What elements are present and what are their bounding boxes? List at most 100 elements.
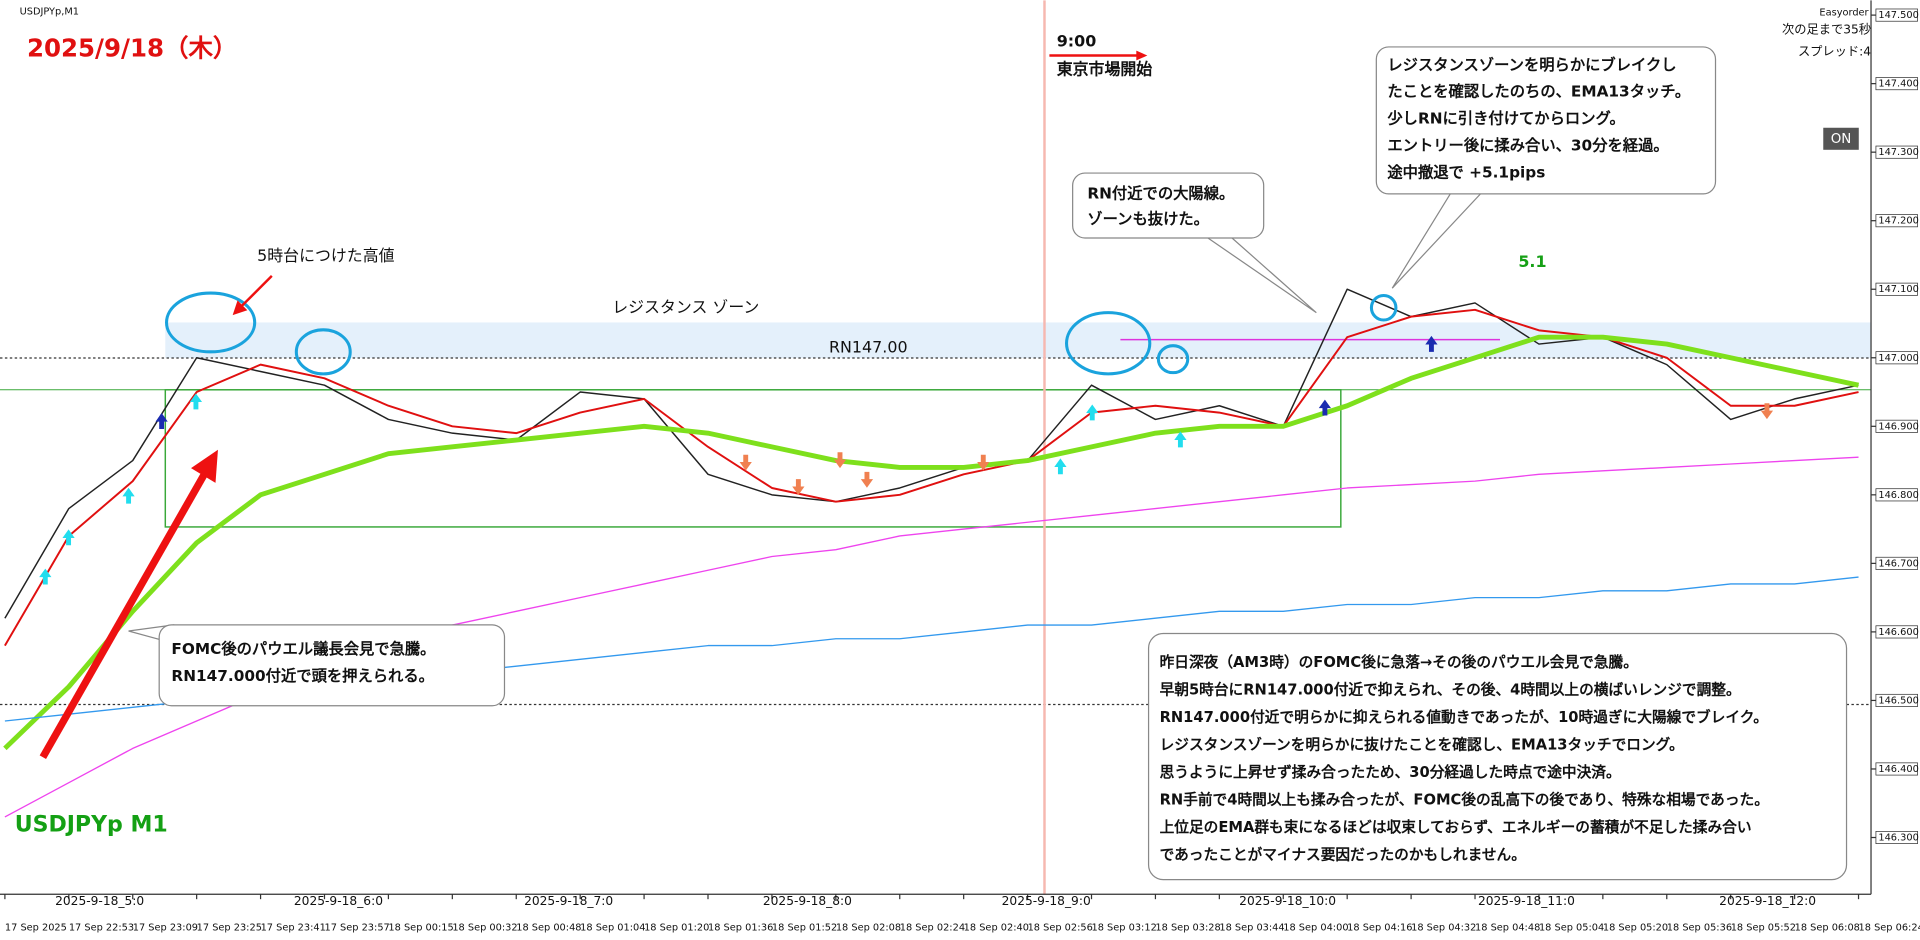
x-tick-label: 18 Sep 01:20 (644, 922, 709, 933)
trend-arrow (39, 470, 209, 759)
callout-line: レジスタンスゾーンを明らかに抜けたことを確認し、EMA13タッチでロング。 (1160, 736, 1684, 754)
resistance-zone (165, 322, 1872, 358)
x-tick-label: 18 Sep 06:24 (1859, 922, 1920, 933)
line-series (3, 334, 1860, 751)
callout-line: エントリー後に揉み合い、30分を経過。 (1387, 137, 1668, 155)
y-tick-label: 147.200 (1878, 216, 1918, 227)
y-tick-label: 147.100 (1878, 284, 1918, 295)
callout-line: RN147.000付近で頭を押えられる。 (171, 667, 434, 685)
callout-line: 昨日深夜（AM3時）のFOMC後に急落→その後のパウエル会見で急騰。 (1160, 653, 1638, 671)
x-tick-label: 18 Sep 02:08 (836, 922, 901, 933)
x-tick-label: 18 Sep 00:15 (388, 922, 453, 933)
up-arrow (39, 568, 52, 585)
up-arrow (1086, 404, 1099, 421)
circle (165, 291, 257, 354)
x-tick-label: 18 Sep 05:52 (1731, 922, 1796, 933)
down-arrow (1760, 403, 1774, 420)
y-tick-box (1875, 77, 1918, 91)
symbol-big: USDJPYp M1 (15, 813, 168, 838)
time-label: 2025-9-18_8:0 (763, 894, 852, 908)
x-tick-label: 18 Sep 05:20 (1603, 922, 1668, 933)
callout-line: 上位足のEMA群も束になるほどは収束しておらず、エネルギーの蓄積が不足した揉み合… (1160, 818, 1752, 836)
x-tick-label: 18 Sep 04:00 (1283, 922, 1348, 933)
down-arrow (977, 454, 990, 471)
up-arrow (62, 529, 75, 546)
callout-line: であったことがマイナス要因だったのかもしれません。 (1160, 846, 1526, 864)
time-label: 2025-9-18_10:0 (1239, 894, 1336, 908)
callout-line: RN手前で4時間以上も揉み合ったが、FOMC後の乱高下の後であり、特殊な相場であ… (1160, 791, 1769, 809)
x-tick-label: 17 Sep 22:53 (69, 922, 134, 933)
on-label[interactable]: ON (1831, 132, 1852, 147)
x-tick-label: 17 Sep 2025 (5, 922, 67, 933)
line-series (4, 308, 1859, 647)
easyorder: Easyorder (1819, 8, 1869, 19)
y-tick-box (1875, 556, 1918, 570)
callout-line: 思うように上昇せず揉み合ったため、30分経過した時点で途中決済。 (1160, 763, 1621, 781)
x-tick-label: 17 Sep 23:25 (197, 922, 262, 933)
line-series (4, 288, 1859, 619)
y-tick-box (1875, 831, 1918, 844)
x-tick-label: 18 Sep 02:24 (900, 922, 965, 933)
y-tick-label: 146.300 (1878, 833, 1918, 844)
high-pointer-head (232, 300, 248, 316)
y-tick-label: 147.500 (1878, 10, 1918, 21)
callout-line: 少しRNに引き付けてからロング。 (1387, 110, 1625, 128)
y-tick-box (1875, 351, 1918, 365)
summary-box (1147, 632, 1848, 881)
tokyo-label: 東京市場開始 (1057, 60, 1153, 79)
x-tick-label: 18 Sep 04:48 (1475, 922, 1540, 933)
circle (294, 328, 352, 376)
y-tick-box (1875, 8, 1918, 22)
down-arrow (860, 471, 874, 488)
up-arrow (122, 487, 135, 504)
callout-line: たことを確認したのちの、EMA13タッチ。 (1387, 83, 1690, 101)
x-tick-label: 18 Sep 02:56 (1028, 922, 1093, 933)
time-arrow-head (1136, 50, 1148, 61)
pips-label: 5.1 (1518, 252, 1546, 271)
callout-line: ゾーンも抜けた。 (1087, 210, 1209, 228)
next-bar: 次の足まで35秒 (1782, 22, 1871, 36)
down-arrow (739, 454, 752, 471)
callout-fomc (158, 624, 506, 707)
date-label: 2025/9/18（木） (27, 33, 237, 62)
high-pointer (240, 275, 273, 308)
x-tick-label: 18 Sep 05:04 (1539, 922, 1604, 933)
y-tick-label: 147.400 (1878, 79, 1918, 90)
y-tick-box (1875, 625, 1918, 639)
time-label: 2025-9-18_6:0 (294, 894, 383, 908)
callout-line: RN付近での大陽線。 (1087, 184, 1234, 202)
y-tick-label: 146.500 (1878, 695, 1918, 706)
y-tick-box (1875, 488, 1918, 502)
y-tick-label: 147.000 (1878, 353, 1918, 364)
x-tick-label: 18 Sep 03:44 (1219, 922, 1284, 933)
y-tick-label: 147.300 (1878, 147, 1918, 158)
down-arrow (792, 479, 805, 496)
y-tick-box (1875, 214, 1918, 228)
down-arrow (833, 452, 847, 469)
circle (1065, 311, 1152, 376)
x-tick-label: 17 Sep 23:57 (324, 922, 389, 933)
up-arrow (155, 413, 168, 429)
x-tick-label: 18 Sep 01:04 (580, 922, 645, 933)
up-arrow (1174, 431, 1187, 448)
x-tick-label: 18 Sep 04:32 (1411, 922, 1476, 933)
signal-arrows (39, 335, 1774, 585)
x-tick-label: 18 Sep 03:28 (1155, 922, 1220, 933)
callout-rn (1072, 172, 1265, 239)
spread: スプレッド:4 (1798, 44, 1871, 58)
y-tick-box (1875, 145, 1918, 159)
symbol-label: USDJPYp,M1 (20, 6, 79, 17)
zone-label: レジスタンス ゾーン (612, 297, 759, 316)
y-tick-label: 146.600 (1878, 627, 1918, 638)
rn-label: RN147.00 (829, 338, 908, 357)
x-tick-label: 17 Sep 23:09 (133, 922, 198, 933)
up-arrow (1425, 335, 1438, 352)
time-label: 2025-9-18_11:0 (1478, 894, 1575, 908)
y-tick-box (1875, 282, 1918, 296)
on-button[interactable] (1823, 127, 1859, 150)
x-tick-label: 18 Sep 01:52 (772, 922, 837, 933)
time-label: 2025-9-18_5:0 (55, 894, 144, 908)
